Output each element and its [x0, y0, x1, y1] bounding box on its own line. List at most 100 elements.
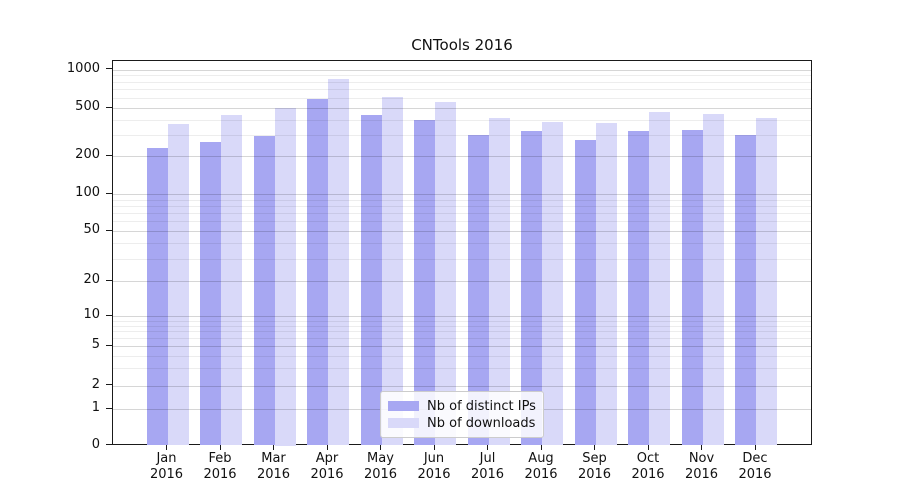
- x-tick-mark: [647, 444, 649, 450]
- bar-downloads-jan: [167, 124, 189, 446]
- gridline-minor: [113, 243, 811, 245]
- y-tick-mark: [106, 344, 112, 346]
- y-tick-label: 1: [91, 400, 100, 415]
- gridline-minor: [113, 325, 811, 327]
- plot-area: [112, 59, 812, 446]
- y-tick-mark: [106, 68, 112, 70]
- x-tick-year: 2016: [631, 466, 665, 482]
- y-tick-mark: [106, 384, 112, 386]
- bar-ips-jun: [414, 120, 435, 446]
- x-tick-label: Mar 2016: [242, 451, 306, 482]
- bar-ips-oct: [628, 131, 649, 446]
- y-tick-label: 200: [75, 147, 100, 162]
- y-tick-mark: [106, 154, 112, 156]
- x-tick-label: May 2016: [349, 451, 413, 482]
- gridline-minor: [113, 81, 811, 83]
- gridline-minor: [113, 331, 811, 333]
- bar-downloads-sep: [595, 123, 617, 446]
- bar-ips-nov: [681, 129, 703, 446]
- bar-downloads-jul: [488, 118, 510, 446]
- bar-downloads-feb: [221, 114, 242, 446]
- x-tick-label: Feb 2016: [188, 451, 252, 482]
- bar-downloads-jun: [435, 102, 456, 446]
- y-tick-mark: [106, 106, 112, 108]
- gridline-minor: [113, 355, 811, 357]
- bar-ips-apr: [307, 99, 328, 446]
- gridline-minor: [113, 75, 811, 77]
- x-tick-label: Jan 2016: [135, 451, 199, 482]
- y-tick-label: 10: [83, 307, 100, 322]
- x-tick-mark: [219, 444, 221, 450]
- gridline-minor: [113, 97, 811, 99]
- x-tick-month: Jul: [479, 451, 496, 466]
- x-tick-month: Dec: [742, 451, 768, 466]
- x-tick-mark: [487, 444, 489, 450]
- legend-item-downloads: Nb of downloads: [381, 415, 543, 432]
- gridline-minor: [113, 368, 811, 370]
- bar-ips-aug: [521, 131, 542, 446]
- gridline-major: [113, 194, 811, 195]
- gridline-minor: [113, 320, 811, 322]
- gridline-minor: [113, 134, 811, 136]
- y-tick-label: 5: [91, 337, 100, 352]
- legend-label-distinct-ips: Nb of distinct IPs: [427, 398, 536, 414]
- x-tick-year: 2016: [256, 466, 291, 482]
- y-tick-mark: [106, 279, 112, 281]
- x-tick-month: Apr: [315, 451, 339, 466]
- y-tick-label: 50: [83, 222, 100, 237]
- x-tick-month: Aug: [528, 451, 554, 466]
- gridline-major: [113, 385, 811, 387]
- x-tick-year: 2016: [577, 466, 612, 482]
- x-tick-year: 2016: [363, 466, 398, 482]
- gridline-major: [113, 316, 811, 317]
- x-tick-mark: [701, 444, 703, 450]
- legend-swatch-downloads-icon: [388, 418, 419, 428]
- gridline-major: [113, 346, 811, 347]
- x-tick-year: 2016: [310, 466, 344, 482]
- x-tick-year: 2016: [203, 466, 237, 482]
- y-tick-mark: [106, 407, 112, 409]
- x-tick-month: Sep: [582, 451, 607, 466]
- x-tick-month: Jun: [423, 451, 445, 466]
- x-tick-label: Apr 2016: [295, 451, 359, 482]
- bar-downloads-dec: [756, 118, 777, 446]
- x-tick-label: Jun 2016: [402, 451, 466, 482]
- x-tick-mark: [380, 444, 382, 450]
- x-tick-label: Sep 2016: [563, 451, 627, 482]
- y-tick-mark: [106, 229, 112, 231]
- gridline-minor: [113, 119, 811, 121]
- x-tick-month: May: [367, 451, 394, 466]
- x-tick-year: 2016: [417, 466, 451, 482]
- gridline-minor: [113, 213, 811, 215]
- x-tick-year: 2016: [149, 466, 184, 482]
- x-tick-month: Nov: [688, 451, 715, 466]
- x-tick-mark: [433, 444, 435, 450]
- gridline-major: [113, 69, 811, 71]
- x-tick-mark: [594, 444, 596, 450]
- gridline-minor: [113, 221, 811, 223]
- x-tick-label: Jul 2016: [456, 451, 520, 482]
- legend-item-distinct-ips: Nb of distinct IPs: [381, 398, 543, 415]
- gridline-major: [113, 281, 811, 282]
- x-tick-label: Dec 2016: [723, 451, 787, 482]
- x-tick-mark: [273, 444, 275, 450]
- bar-ips-mar: [253, 135, 275, 446]
- gridline-major: [113, 231, 811, 232]
- legend: Nb of distinct IPs Nb of downloads: [380, 391, 544, 438]
- gridline-minor: [113, 205, 811, 207]
- gridline-minor: [113, 258, 811, 260]
- x-tick-year: 2016: [470, 466, 505, 482]
- y-tick-label: 100: [75, 185, 100, 200]
- x-tick-label: Oct 2016: [616, 451, 680, 482]
- gridline-minor: [113, 338, 811, 340]
- bar-ips-may: [360, 114, 382, 446]
- bar-downloads-oct: [649, 111, 670, 446]
- bar-ips-jan: [146, 147, 168, 446]
- x-tick-mark: [540, 444, 542, 450]
- bar-downloads-may: [381, 96, 403, 446]
- x-tick-mark: [166, 444, 168, 450]
- x-tick-month: Oct: [636, 451, 660, 466]
- y-tick-mark: [106, 444, 112, 446]
- y-tick-label: 2: [91, 376, 100, 392]
